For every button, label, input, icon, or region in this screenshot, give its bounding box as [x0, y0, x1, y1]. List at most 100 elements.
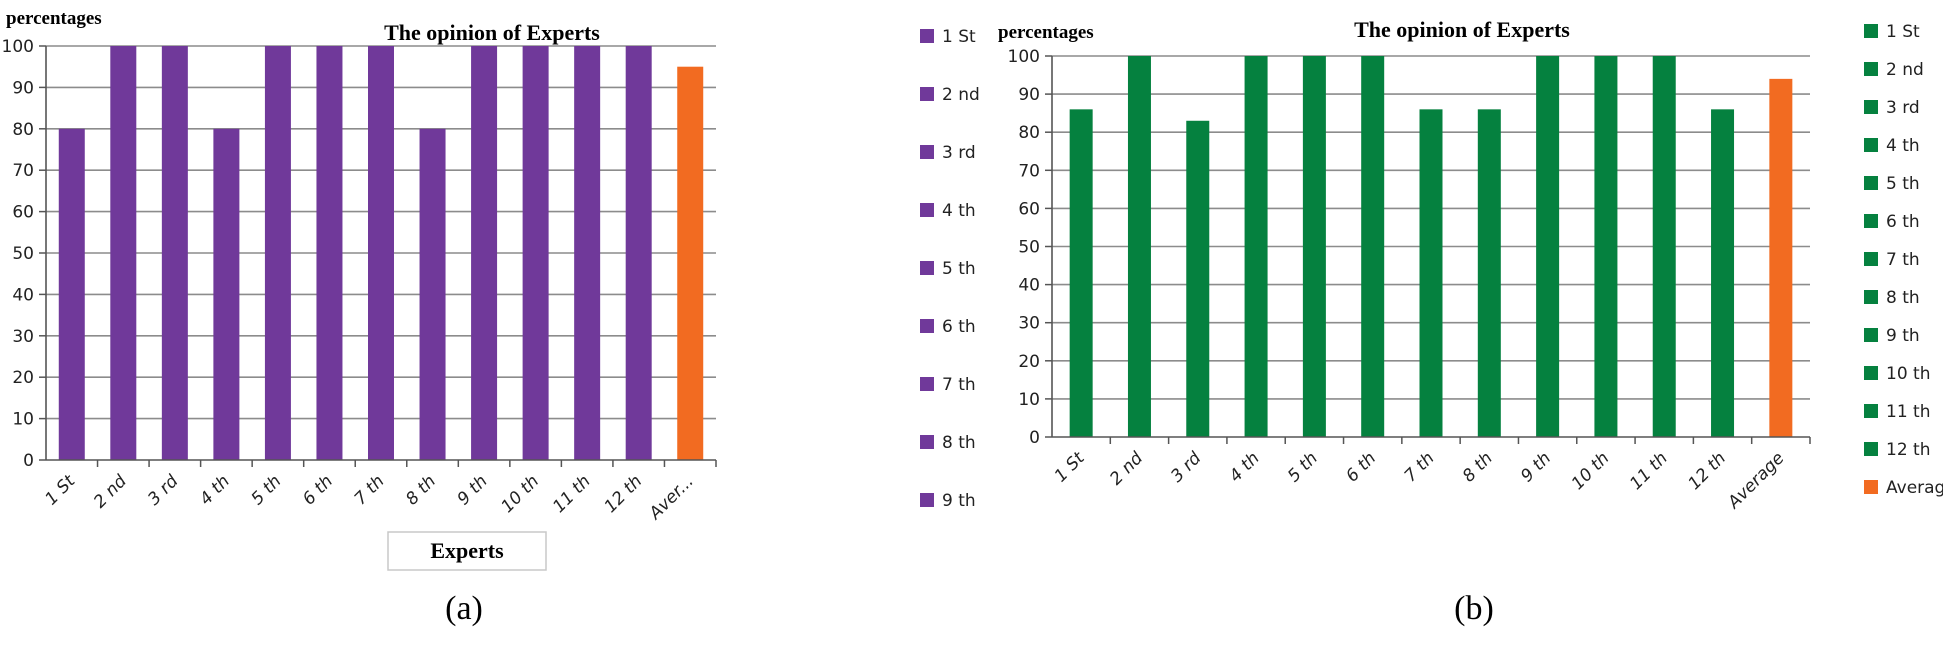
b-bar-2 [1127, 56, 1151, 437]
b-ytick-label: 50 [1018, 238, 1040, 258]
a-legend-label: 2 nd [942, 85, 980, 105]
b-ytick-label: 30 [1018, 314, 1040, 334]
a-legend-swatch [920, 145, 934, 159]
b-legend-label: 10 th [1886, 364, 1930, 384]
b-bar-10 [1594, 56, 1618, 437]
chart-a-y-ticks: 0 10 20 30 40 50 60 70 80 90 100 [2, 37, 34, 471]
b-legend-swatch [1864, 480, 1878, 494]
a-legend-label: 8 th [942, 433, 976, 453]
b-legend-swatch [1864, 138, 1878, 152]
a-bar-4 [213, 128, 240, 461]
a-legend-label: 5 th [942, 259, 976, 279]
chart-b-ylabel: percentages [998, 22, 1094, 43]
chart-a-x-ticks: 1 St 2 nd 3 rd 4 th 5 th 6 th 7 th 8 th 9 th 10 t… [41, 470, 697, 524]
a-xtick-label: 7 th [351, 471, 389, 509]
b-bar-6 [1361, 56, 1385, 437]
b-legend-swatch [1864, 366, 1878, 380]
b-ytick-label: 0 [1029, 428, 1040, 448]
a-xtick-label: 6 th [299, 471, 337, 509]
b-xtick-label: Average [1723, 448, 1788, 513]
a-legend-label: 4 th [942, 201, 976, 221]
b-xtick-label: 7 th [1401, 448, 1439, 486]
b-xtick-label: 2 nd [1106, 448, 1147, 489]
a-ytick-label: 30 [12, 327, 34, 347]
a-ytick-label: 90 [12, 78, 34, 98]
chart-b-x-ticks: 1 St 2 nd 3 rd 4 th 5 th 6 th 7 th 8 th 9 th 10 t… [1051, 447, 1789, 513]
b-legend-swatch [1864, 214, 1878, 228]
chart-panel-a: percentages The opinion of Experts Exper… [2, 8, 980, 627]
b-bar-7 [1419, 109, 1443, 437]
chart-a-xlabel-box [387, 531, 547, 571]
b-ytick-label: 60 [1018, 199, 1040, 219]
a-xtick-label: 11 th [549, 471, 595, 517]
chart-a-caption: (a) [445, 590, 483, 627]
b-ytick-label: 10 [1018, 390, 1040, 410]
b-legend-swatch [1864, 290, 1878, 304]
chart-a-axes [39, 45, 717, 467]
b-xtick-label: 8 th [1459, 448, 1497, 486]
b-legend-label: 11 th [1886, 402, 1930, 422]
b-xtick-label: 11 th [1626, 448, 1672, 494]
a-legend-label: 6 th [942, 317, 976, 337]
a-bar-9 [471, 46, 498, 460]
b-xtick-label: 3 rd [1167, 448, 1205, 486]
b-ytick-label: 90 [1018, 85, 1040, 105]
a-legend-swatch [920, 319, 934, 333]
a-xtick-label: 3 rd [144, 471, 182, 509]
a-bar-11 [574, 46, 601, 460]
a-xtick-label: Aver... [645, 471, 698, 524]
b-bar-5 [1302, 56, 1326, 437]
b-xtick-label: 4 th [1226, 448, 1264, 486]
a-ytick-label: 50 [12, 244, 34, 264]
chart-b-axes [1045, 55, 1811, 444]
chart-b-caption: (b) [1454, 590, 1494, 627]
b-bar-12 [1711, 109, 1735, 437]
b-legend-label: 2 nd [1886, 60, 1924, 80]
a-xtick-label: 4 th [196, 471, 234, 509]
b-ytick-label: 100 [1008, 47, 1040, 67]
b-bar-1 [1069, 109, 1093, 437]
b-legend-label: Average [1886, 478, 1943, 498]
b-bar-4 [1244, 56, 1268, 437]
a-ytick-label: 40 [12, 285, 34, 305]
b-bar-3 [1186, 120, 1210, 438]
b-ytick-label: 80 [1018, 123, 1040, 143]
b-legend-swatch [1864, 62, 1878, 76]
a-xtick-label: 1 St [41, 470, 80, 509]
a-bar-3 [161, 46, 188, 460]
a-ytick-label: 80 [12, 120, 34, 140]
a-bar-2 [110, 46, 137, 460]
chart-b-y-ticks: 0 10 20 30 40 50 60 70 80 90 100 [1008, 47, 1040, 448]
b-xtick-label: 5 th [1284, 448, 1322, 486]
a-xtick-label: 12 th [601, 471, 647, 517]
a-legend-swatch [920, 493, 934, 507]
a-ytick-label: 70 [12, 161, 34, 181]
b-xtick-label: 10 th [1568, 448, 1614, 494]
b-ytick-label: 40 [1018, 276, 1040, 296]
a-legend-swatch [920, 29, 934, 43]
a-bar-6 [316, 46, 343, 460]
chart-a-xlabel: Experts [430, 538, 504, 563]
b-legend-label: 9 th [1886, 326, 1920, 346]
b-legend-label: 4 th [1886, 136, 1920, 156]
a-bar-average [677, 66, 704, 460]
b-legend-label: 6 th [1886, 212, 1920, 232]
a-legend-swatch [920, 87, 934, 101]
a-legend-label: 7 th [942, 375, 976, 395]
a-ytick-label: 60 [12, 203, 34, 223]
a-bar-1 [58, 128, 85, 461]
b-legend-label: 5 th [1886, 174, 1920, 194]
chart-b-bars [1069, 56, 1793, 438]
a-bar-12 [625, 46, 652, 460]
a-xtick-label: 10 th [498, 471, 544, 517]
a-ytick-label: 20 [12, 368, 34, 388]
b-legend-label: 3 rd [1886, 98, 1920, 118]
b-legend-swatch [1864, 24, 1878, 38]
chart-a-ylabel: percentages [6, 8, 102, 29]
a-legend-label: 9 th [942, 491, 976, 511]
b-xtick-label: 1 St [1051, 447, 1090, 486]
b-bar-8 [1477, 109, 1501, 437]
b-legend-label: 7 th [1886, 250, 1920, 270]
chart-a-title: The opinion of Experts [384, 20, 600, 45]
